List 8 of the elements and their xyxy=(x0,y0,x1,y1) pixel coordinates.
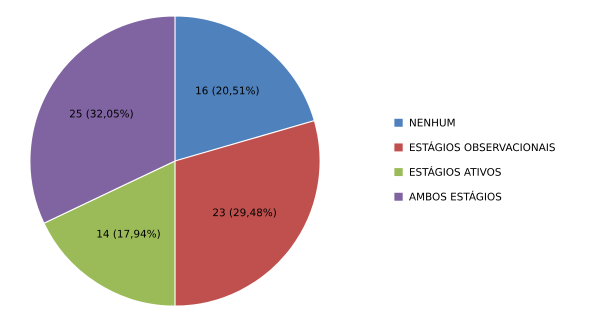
legend-label: NENHUM xyxy=(410,118,455,127)
data-label: 14 (17,94%) xyxy=(97,230,160,239)
legend-label: ESTÁGIOS ATIVOS xyxy=(410,166,501,176)
legend-label: AMBOS ESTÁGIOS xyxy=(409,190,502,201)
data-label: 25 (32,05%) xyxy=(70,109,133,119)
data-label: 23 (29,48%) xyxy=(213,208,276,218)
data-label: 16 (20,51%) xyxy=(196,86,259,96)
legend-label: ESTÁGIOS OBSERVACIONAIS xyxy=(410,141,555,152)
